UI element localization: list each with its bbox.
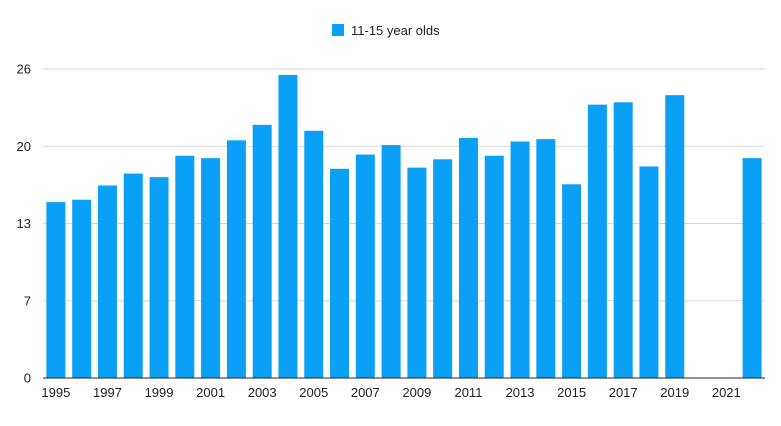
x-tick-label-2013: 2013 [506, 385, 535, 400]
x-tick-label-2001: 2001 [196, 385, 225, 400]
x-tick-label-2005: 2005 [299, 385, 328, 400]
y-tick-label-26: 26 [17, 62, 31, 77]
bar-2003 [252, 124, 272, 378]
legend: 11-15 year olds [332, 23, 440, 38]
x-tick-label-2017: 2017 [609, 385, 638, 400]
bar-2016 [587, 104, 607, 379]
x-tick-label-2015: 2015 [557, 385, 586, 400]
bar-2014 [536, 139, 556, 378]
x-tick-label-2009: 2009 [402, 385, 431, 400]
bar-2004 [278, 74, 298, 378]
x-tick-label-2019: 2019 [660, 385, 689, 400]
bar-2001 [201, 158, 221, 378]
bar-1999 [149, 177, 169, 378]
bar-2010 [433, 159, 453, 378]
x-tick-label-1999: 1999 [145, 385, 174, 400]
bar-2002 [226, 140, 246, 378]
bar-1995 [46, 202, 66, 378]
bar-1998 [123, 173, 143, 378]
x-tick-label-2011: 2011 [454, 385, 482, 400]
x-tick-label-2003: 2003 [248, 385, 277, 400]
bar-2018 [639, 166, 659, 378]
x-axis-tick-labels: 1995 1997 1999 2001 2003 2005 2007 2009 2011 2013… [41, 385, 740, 400]
y-axis-tick-labels: 0 7 13 20 26 [17, 62, 31, 386]
bar-2015 [562, 184, 582, 378]
bar-1997 [97, 185, 117, 378]
bar-2017 [613, 102, 633, 378]
legend-swatch [332, 24, 344, 36]
x-tick-label-1995: 1995 [41, 385, 70, 400]
bar-2022 [742, 158, 762, 378]
bar-1996 [72, 199, 92, 378]
bar-2011 [458, 137, 478, 378]
y-tick-label-0: 0 [24, 371, 31, 386]
bar-2005 [304, 130, 324, 378]
bar-2009 [407, 167, 427, 378]
y-tick-label-13: 13 [17, 216, 31, 231]
bar-2000 [175, 155, 195, 378]
bar-2013 [510, 141, 530, 378]
bar-2006 [330, 168, 350, 378]
bar-2019 [665, 95, 685, 379]
y-tick-label-7: 7 [24, 293, 31, 308]
x-tick-label-2021: 2021 [712, 385, 741, 400]
y-tick-label-20: 20 [17, 139, 31, 154]
bars [46, 74, 762, 379]
bar-2008 [381, 145, 401, 378]
x-tick-label-2007: 2007 [351, 385, 380, 400]
bar-2007 [355, 154, 375, 378]
legend-label-series-1: 11-15 year olds [351, 23, 440, 38]
x-tick-label-1997: 1997 [93, 385, 122, 400]
bar-2012 [484, 155, 504, 378]
